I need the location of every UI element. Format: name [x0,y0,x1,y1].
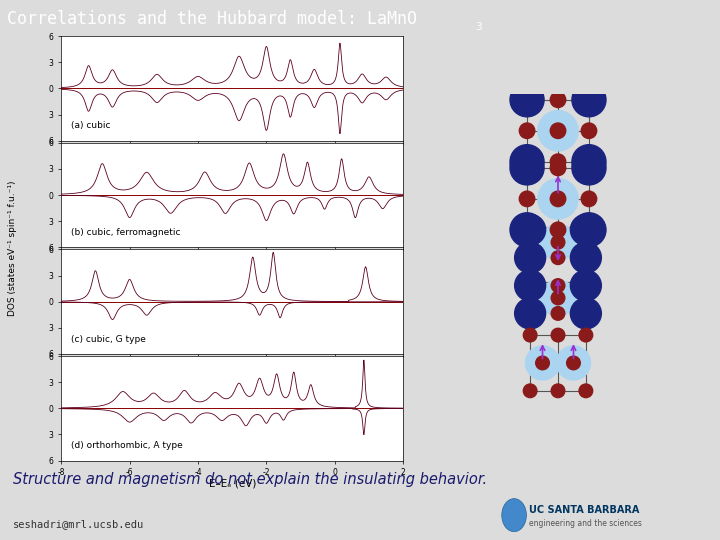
Circle shape [570,214,601,245]
Circle shape [567,356,580,370]
Circle shape [557,346,590,380]
Text: UC SANTA BARBARA: UC SANTA BARBARA [529,505,639,515]
Circle shape [579,384,593,397]
Circle shape [510,83,544,117]
Circle shape [579,328,593,342]
Circle shape [515,298,546,329]
Circle shape [510,145,544,179]
Circle shape [538,111,578,151]
Circle shape [550,222,566,238]
Circle shape [519,123,535,138]
Circle shape [550,160,566,176]
Circle shape [552,328,564,342]
Circle shape [550,191,566,207]
Circle shape [510,213,544,247]
Circle shape [540,280,576,316]
Circle shape [570,242,601,273]
Circle shape [552,223,564,237]
Circle shape [570,270,601,301]
Circle shape [540,224,576,260]
Text: (a) cubic: (a) cubic [71,121,111,130]
Circle shape [515,242,546,273]
Text: (d) orthorhombic, A type: (d) orthorhombic, A type [71,441,183,450]
Circle shape [552,279,564,292]
Circle shape [552,235,564,249]
Circle shape [572,145,606,179]
Circle shape [536,356,549,370]
Text: Structure and magnetism do not explain the insulating behavior.: Structure and magnetism do not explain t… [13,472,487,487]
Circle shape [515,214,546,245]
Circle shape [572,151,606,185]
Circle shape [515,270,546,301]
Text: engineering and the sciences: engineering and the sciences [529,519,642,528]
Circle shape [552,291,564,305]
Circle shape [570,298,601,329]
Circle shape [538,179,578,219]
Circle shape [552,251,564,265]
Circle shape [572,83,606,117]
Text: (b) cubic, ferromagnetic: (b) cubic, ferromagnetic [71,228,181,237]
Circle shape [550,154,566,170]
Circle shape [523,384,537,397]
Circle shape [552,307,564,320]
Circle shape [519,191,535,207]
Circle shape [581,123,597,138]
Circle shape [550,92,566,107]
Circle shape [526,346,559,380]
Text: Correlations and the Hubbard model: LaMnO: Correlations and the Hubbard model: LaMn… [7,10,417,28]
Circle shape [552,384,564,397]
Circle shape [550,123,566,138]
Text: DOS (states eV⁻¹ spin⁻¹ f.u.⁻¹): DOS (states eV⁻¹ spin⁻¹ f.u.⁻¹) [9,181,17,316]
Circle shape [581,191,597,207]
Circle shape [510,151,544,185]
Text: (c) cubic, G type: (c) cubic, G type [71,334,146,343]
Circle shape [502,498,526,532]
Text: seshadri@mrl.ucsb.edu: seshadri@mrl.ucsb.edu [13,519,144,529]
Circle shape [523,328,537,342]
X-axis label: E–Eₑ (eV): E–Eₑ (eV) [209,478,256,489]
Circle shape [572,213,606,247]
Text: 3: 3 [475,22,482,32]
